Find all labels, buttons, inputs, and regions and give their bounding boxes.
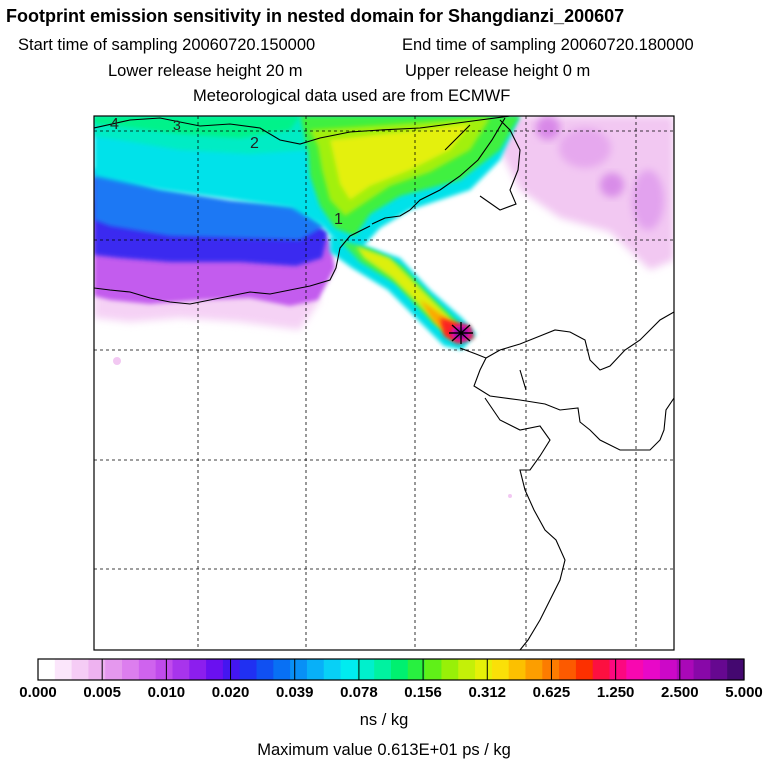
maximum-value: Maximum value 0.613E+01 ps / kg (257, 741, 511, 759)
colorbar-cell (424, 659, 443, 680)
colorbar-cell (54, 659, 73, 680)
upper-release-height: Upper release height 0 m (405, 62, 591, 80)
colorbar-cell (508, 659, 527, 680)
colorbar-tick-label: 0.020 (211, 684, 250, 701)
colorbar-tick-label: 1.250 (596, 684, 635, 701)
colorbar-cell (155, 659, 174, 680)
colorbar-cell (491, 659, 510, 680)
contour-label-1: 1 (334, 211, 343, 228)
coastlines (94, 116, 674, 650)
colorbar-cell (122, 659, 140, 680)
colorbar-cell (273, 659, 291, 680)
colorbar-cell (340, 659, 358, 680)
colorbar-tick-label: 0.039 (275, 684, 314, 701)
colorbar-cells (38, 659, 745, 680)
colorbar-tick-label: 0.156 (404, 684, 442, 701)
colorbar-tick-label: 5.000 (725, 684, 763, 701)
colorbar-cell (710, 659, 728, 680)
colorbar-cell (374, 659, 392, 680)
map-frame (93, 115, 675, 651)
sensitivity-field (94, 116, 674, 498)
colorbar-cell (256, 659, 274, 680)
colorbar-cell (676, 659, 695, 680)
colorbar-cell (391, 659, 409, 680)
colorbar-tick-label: 2.500 (661, 684, 699, 701)
contour-label-4: 4 (110, 116, 119, 133)
colorbar-cell (475, 659, 493, 680)
colorbar-unit: ns / kg (359, 711, 409, 729)
colorbar-cell (239, 659, 258, 680)
colorbar-cell (88, 659, 106, 680)
colorbar-cell (727, 659, 745, 680)
sampling-start-time: Start time of sampling 20060720.150000 (18, 36, 316, 54)
colorbar-cell (626, 659, 644, 680)
colorbar-cell (306, 659, 325, 680)
colorbar-cell (222, 659, 241, 680)
colorbar-cell (407, 659, 426, 680)
colorbar-tick-label: 0.000 (19, 684, 57, 701)
colorbar-cell (357, 659, 375, 680)
colorbar-cell (290, 659, 308, 680)
colorbar-tick-label: 0.312 (468, 684, 507, 701)
colorbar-frame (37, 658, 745, 681)
cross-icon (449, 322, 473, 344)
colorbar-cell (559, 659, 577, 680)
colorbar-cell (38, 659, 56, 680)
colorbar-cell (189, 659, 207, 680)
colorbar-cell (138, 659, 157, 680)
page-title: Footprint emission sensitivity in nested… (6, 6, 625, 26)
colorbar-tick-label: 0.078 (340, 684, 378, 701)
contour-label-3: 3 (173, 117, 181, 133)
colorbar-cell (609, 659, 627, 680)
colorbar-cell (659, 659, 678, 680)
sampling-end-time: End time of sampling 20060720.180000 (402, 36, 694, 54)
lat-lon-grid (94, 116, 674, 650)
colorbar-tick-label: 0.010 (147, 684, 186, 701)
colorbar-cell (592, 659, 611, 680)
colorbar-tick-label: 0.625 (532, 684, 571, 701)
colorbar-cell (172, 659, 190, 680)
colorbar-cell (693, 659, 711, 680)
colorbar-tick-label: 0.005 (83, 684, 121, 701)
colorbar-cell (525, 659, 543, 680)
meteorological-source: Meteorological data used are from ECMWF (193, 87, 511, 105)
colorbar-cell (105, 659, 123, 680)
colorbar-cell (575, 659, 594, 680)
colorbar-cell (71, 659, 90, 680)
colorbar-cell (441, 659, 459, 680)
colorbar-cell (643, 659, 661, 680)
colorbar-cell (206, 659, 224, 680)
contour-label-2: 2 (250, 135, 259, 152)
colorbar-cell (323, 659, 342, 680)
colorbar-cell (458, 659, 476, 680)
lower-release-height: Lower release height 20 m (108, 62, 303, 80)
